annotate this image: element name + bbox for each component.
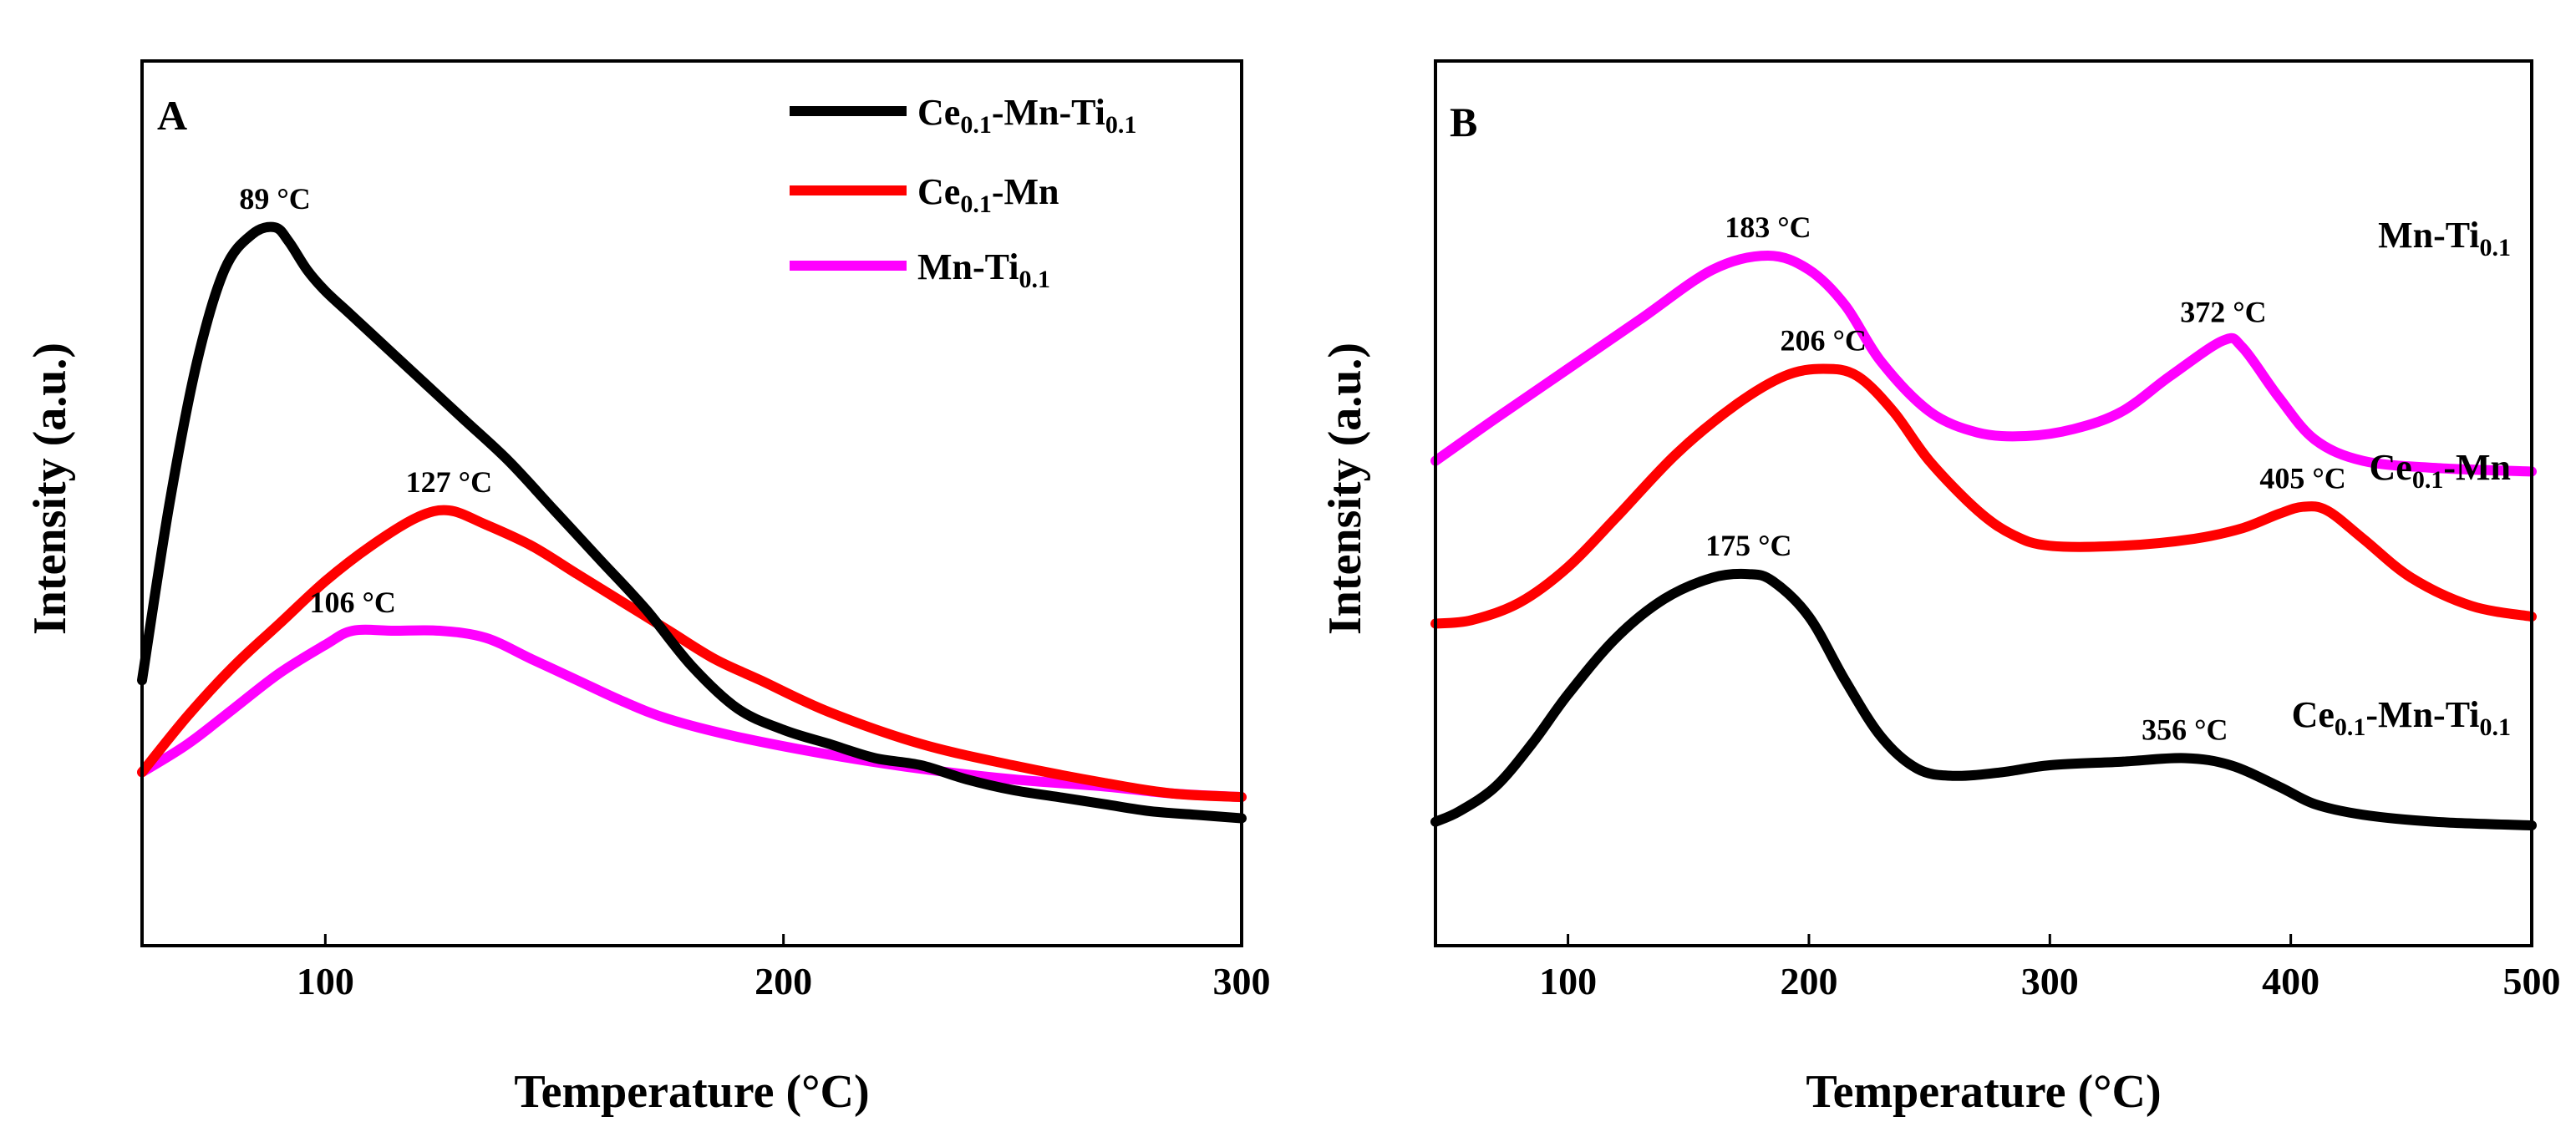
panel-a-legend: Ce0.1-Mn-Ti0.1 Ce0.1-Mn Mn-Ti0.1 [790, 92, 1136, 293]
panel-a-curve-mn-ti [137, 624, 1247, 803]
panel-b-series-label-ce-mn-ti: Ce0.1-Mn-Ti0.1 [2292, 694, 2511, 741]
panel-b-curve-ce-mn [1430, 363, 2537, 629]
panel-b-series-label-ce-mn: Ce0.1-Mn [2370, 447, 2511, 494]
panel-a-curve-ce-mn-ti [137, 221, 1247, 824]
panel-a-x-ticks: 100 200 300 [297, 934, 1271, 1002]
panel-b-x-tick-label-200: 200 [1780, 960, 1837, 1002]
panel-a-curve-ce-mn [137, 505, 1247, 803]
legend-label-ce-mn-ti: Ce0.1-Mn-Ti0.1 [917, 92, 1136, 139]
panel-b-peak-label-405: 405 °C [2259, 462, 2345, 495]
legend-label-ce-mn: Ce0.1-Mn [917, 171, 1059, 218]
panel-b-curves [1430, 251, 2537, 830]
legend-entry-ce-mn-ti: Ce0.1-Mn-Ti0.1 [790, 92, 1136, 139]
panel-b-peak-label-183: 183 °C [1725, 211, 1811, 244]
panel-a-peak-label-106: 106 °C [310, 586, 396, 619]
panel-a-plot-frame [140, 59, 1243, 947]
panel-a-letter: A [157, 92, 187, 139]
panel-a: 100 200 300 A 89 °C 127 °C 106 °C Ce0.1-Mn… [24, 59, 1271, 1118]
panel-b-peak-label-206: 206 °C [1781, 324, 1867, 358]
panel-b-curve-ce-mn-ti [1430, 568, 2537, 830]
panel-a-curves [137, 221, 1247, 824]
panel-b-plot-frame [1434, 59, 2533, 947]
panel-b: 100 200 300 400 500 B 183 °C 372 °C 206 °C 4… [1319, 59, 2561, 1118]
legend-entry-ce-mn: Ce0.1-Mn [790, 171, 1059, 218]
panel-a-y-axis-title: Intensity (a.u.) [24, 343, 76, 635]
legend-entry-mn-ti: Mn-Ti0.1 [790, 246, 1050, 293]
panel-b-x-tick-label-500: 500 [2503, 960, 2561, 1002]
panel-a-x-tick-label-200: 200 [755, 960, 812, 1002]
panel-b-curve-mn-ti [1430, 251, 2537, 477]
panel-b-x-tick-label-100: 100 [1539, 960, 1597, 1002]
panel-b-peak-label-356: 356 °C [2142, 713, 2228, 746]
panel-a-peak-label-127: 127 °C [406, 465, 492, 499]
panel-b-x-ticks: 100 200 300 400 500 [1539, 934, 2561, 1002]
panel-b-y-axis-title: Intensity (a.u.) [1319, 343, 1371, 635]
panel-a-x-tick-label-300: 300 [1213, 960, 1271, 1002]
panel-b-x-tick-label-400: 400 [2262, 960, 2319, 1002]
panel-a-x-tick-label-100: 100 [297, 960, 354, 1002]
panel-a-peak-label-89: 89 °C [239, 182, 310, 216]
legend-label-mn-ti: Mn-Ti0.1 [917, 246, 1050, 293]
panel-b-letter: B [1450, 99, 1477, 145]
panel-b-peak-label-372: 372 °C [2180, 296, 2266, 329]
panel-b-x-tick-label-300: 300 [2021, 960, 2079, 1002]
panel-b-x-axis-title: Temperature (°C) [1806, 1066, 2161, 1118]
panel-b-peak-label-175: 175 °C [1705, 529, 1791, 562]
panel-b-series-label-mn-ti: Mn-Ti0.1 [2378, 215, 2511, 261]
panel-a-x-axis-title: Temperature (°C) [514, 1066, 869, 1118]
